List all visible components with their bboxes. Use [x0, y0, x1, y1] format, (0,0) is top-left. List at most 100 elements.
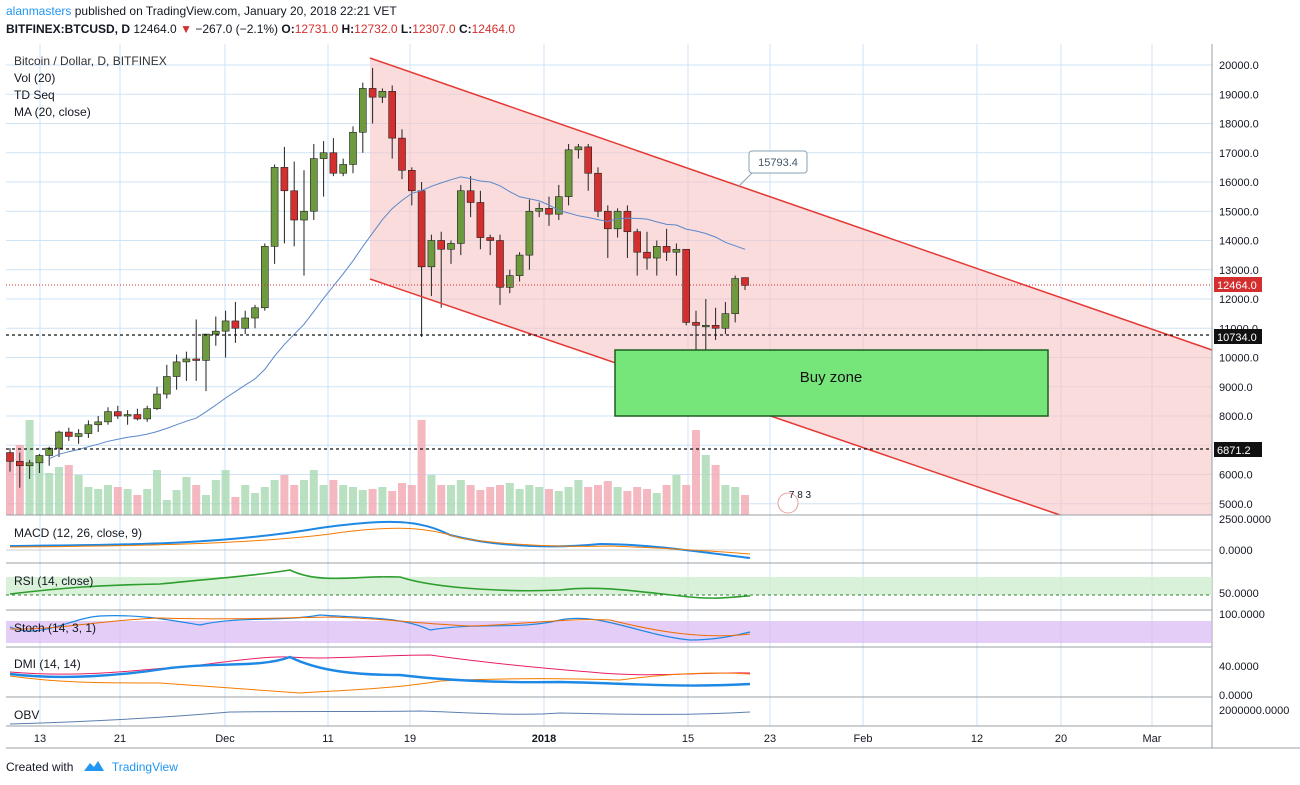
candle-body	[623, 210, 632, 233]
volume-bar	[84, 487, 93, 515]
obv-label: OBV	[14, 708, 40, 722]
volume-bar	[535, 487, 544, 515]
volume-bar	[300, 480, 308, 515]
candle-body	[65, 431, 73, 437]
time-tick-label: 19	[404, 733, 416, 745]
volume-bar	[231, 497, 240, 515]
candle-body	[652, 246, 661, 259]
volume-bar	[554, 491, 563, 515]
legend-td: TD Seq	[14, 88, 55, 102]
candle-body	[84, 424, 93, 434]
volume-bar	[701, 455, 710, 515]
volume-bar	[64, 465, 73, 515]
tradingview-link[interactable]: TradingView	[111, 760, 178, 774]
price-tick-label: 10000.0	[1219, 353, 1259, 365]
candle-body	[545, 208, 553, 215]
volume-bar	[113, 487, 122, 515]
symbol-line: BITFINEX:BTCUSD, D 12464.0 ▼ −267.0 (−2.…	[6, 22, 515, 36]
volume-bar	[192, 485, 201, 515]
channel-upper-line	[369, 57, 1213, 351]
volume-bar	[55, 467, 63, 515]
candle-body	[564, 149, 573, 197]
candle-body	[535, 208, 544, 212]
close-label: C:	[458, 22, 472, 36]
candle-body	[55, 431, 63, 449]
candle-body	[15, 461, 24, 467]
volume-bar	[133, 495, 142, 515]
stoch-tick-label: 100.0000	[1219, 609, 1265, 621]
candle-body	[741, 277, 749, 286]
candle-body	[613, 210, 622, 230]
volume-bar	[407, 485, 416, 515]
volume-bar	[564, 487, 573, 515]
volume-bar	[398, 483, 406, 515]
volume-bar	[486, 487, 495, 515]
candle-body	[662, 246, 671, 253]
candle-body	[672, 248, 681, 253]
adx-line	[9, 655, 751, 687]
time-tick-label: Dec	[215, 733, 235, 745]
price-tick-label: 6000.0	[1219, 470, 1253, 482]
high-label: H:	[341, 22, 355, 36]
stoch-label: Stoch (14, 3, 1)	[14, 621, 97, 635]
volume-bar	[388, 491, 397, 515]
candle-body	[368, 88, 377, 98]
candle-body	[104, 411, 112, 423]
time-tick-label: Mar	[1143, 733, 1162, 745]
volume-bar	[339, 485, 348, 515]
rsi-band	[6, 577, 1212, 595]
publish-line: alanmasters published on TradingView.com…	[6, 4, 397, 18]
volume-bar	[378, 487, 387, 515]
time-tick-label: 2018	[532, 733, 556, 745]
price-tick-label: 5000.0	[1219, 499, 1253, 511]
published-text: published on TradingView.com, January 20…	[74, 4, 397, 18]
volume-bar	[368, 489, 377, 515]
close-value: 12464.0	[471, 22, 515, 36]
author-link[interactable]: alanmasters	[6, 4, 72, 18]
candle-body	[202, 333, 210, 361]
candle-body	[35, 455, 44, 464]
time-tick-label: Feb	[854, 733, 873, 745]
macd-label: MACD (12, 26, close, 9)	[14, 526, 143, 540]
candle-body	[496, 240, 504, 288]
candle-body	[270, 167, 279, 247]
events-badge: 7 8 3	[789, 490, 812, 501]
candle-body	[114, 411, 122, 417]
volume-bar	[329, 480, 338, 515]
volume-bar	[584, 487, 593, 515]
stoch-d-line	[9, 616, 751, 637]
candle-body	[447, 243, 455, 250]
candle-body	[594, 172, 602, 212]
volume-bar	[662, 485, 671, 515]
volume-bar	[603, 481, 612, 515]
candle-body	[260, 246, 269, 309]
candle-body	[476, 202, 485, 238]
volume-bar	[182, 477, 191, 515]
rsi-line	[9, 569, 751, 599]
candle-body	[153, 393, 161, 409]
volume-bar	[721, 485, 730, 515]
macd-tick-label: 0.0000	[1219, 545, 1253, 557]
volume-bar	[290, 485, 299, 515]
volume-bar	[35, 455, 44, 515]
time-tick-label: 13	[34, 733, 46, 745]
candle-body	[123, 414, 132, 417]
price-tick-label: 18000.0	[1219, 119, 1259, 131]
obv-tick-label: 2000000.0000	[1219, 705, 1289, 717]
level-tag-upper: 10734.0	[1217, 332, 1257, 344]
time-tick-label: 20	[1055, 733, 1067, 745]
candle-body	[221, 320, 230, 332]
legend-ma: MA (20, close)	[14, 105, 91, 119]
tradingview-logo-icon	[83, 760, 105, 775]
rsi-label: RSI (14, close)	[14, 574, 94, 588]
volume-bar	[153, 470, 161, 515]
candle-body	[212, 330, 220, 335]
high-value: 12732.0	[354, 22, 398, 36]
candle-body	[574, 146, 583, 151]
dmi-tick-label: 40.0000	[1219, 661, 1259, 673]
down-arrow-icon: ▼	[180, 22, 192, 36]
volume-bar	[672, 475, 681, 515]
candle-body	[633, 231, 642, 253]
candle-body	[515, 254, 524, 276]
